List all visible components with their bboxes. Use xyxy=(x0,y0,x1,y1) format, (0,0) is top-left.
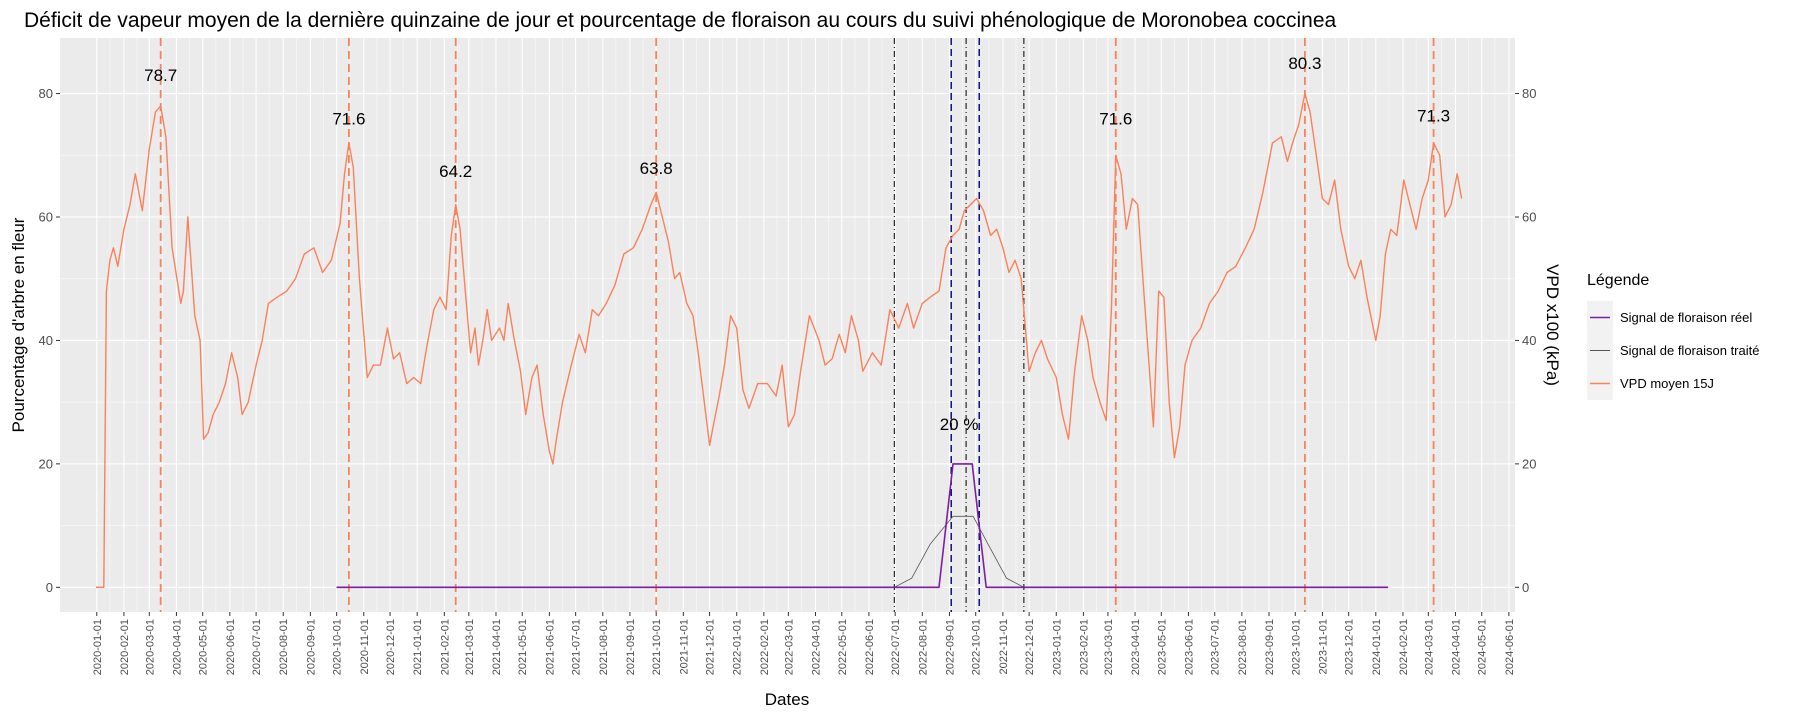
x-tick-label: 2023-06-01 xyxy=(1184,619,1196,675)
peak-value-label: 78.7 xyxy=(144,66,177,85)
x-tick-label: 2021-12-01 xyxy=(705,619,717,675)
x-tick-label: 2023-02-01 xyxy=(1078,619,1090,675)
y-tick-label-right: 60 xyxy=(1522,209,1536,224)
series-lines xyxy=(95,92,1463,589)
flowering-percent-label: 20 % xyxy=(940,415,979,434)
x-tick-label: 2020-10-01 xyxy=(332,619,344,675)
x-tick-label: 2021-02-01 xyxy=(439,619,451,675)
legend: Légende Signal de floraison réel Signal d… xyxy=(1587,272,1759,400)
x-tick-label: 2020-09-01 xyxy=(305,619,317,675)
x-tick-label: 2022-03-01 xyxy=(783,619,795,675)
peak-value-label: 71.6 xyxy=(332,109,365,128)
x-tick-label: 2024-02-01 xyxy=(1398,619,1410,675)
peak-value-label: 63.8 xyxy=(640,159,673,178)
x-tick-label: 2023-03-01 xyxy=(1103,619,1115,675)
y-tick-label-right: 80 xyxy=(1522,86,1536,101)
x-tick-label: 2020-06-01 xyxy=(225,619,237,675)
peak-value-label: 71.3 xyxy=(1417,106,1450,125)
y-tick-label: 80 xyxy=(39,86,53,101)
x-tick-label: 2021-07-01 xyxy=(571,619,583,675)
peak-value-label: 80.3 xyxy=(1288,54,1321,73)
x-tick-label: 2022-02-01 xyxy=(759,619,771,675)
y-tick-label: 20 xyxy=(39,456,53,471)
x-tick-label: 2023-04-01 xyxy=(1130,619,1142,675)
y-axis-title-right: VPD x100 (kPa) xyxy=(1543,264,1562,386)
x-tick-label: 2020-01-01 xyxy=(92,619,104,675)
x-tick-label: 2020-08-01 xyxy=(278,619,290,675)
x-tick-label: 2020-02-01 xyxy=(119,619,131,675)
legend-label: Signal de floraison réel xyxy=(1620,310,1752,325)
chart-title: Déficit de vapeur moyen de la dernière q… xyxy=(24,9,1337,32)
x-tick-label: 2022-01-01 xyxy=(732,619,744,675)
x-tick-label: 2023-01-01 xyxy=(1051,619,1063,675)
x-tick-label: 2021-09-01 xyxy=(625,619,637,675)
y-axis-title-left: Pourcentage d'arbre en fleur xyxy=(9,217,28,432)
y-tick-label: 60 xyxy=(39,209,53,224)
x-tick-label: 2021-03-01 xyxy=(464,619,476,675)
x-tick-label: 2023-08-01 xyxy=(1237,619,1249,675)
peak-value-label: 71.6 xyxy=(1099,109,1132,128)
plot-background xyxy=(60,38,1515,612)
x-tick-label: 2022-10-01 xyxy=(971,619,983,675)
grid-lines xyxy=(60,38,1515,612)
x-tick-label: 2022-09-01 xyxy=(945,619,957,675)
reference-lines xyxy=(159,38,1435,612)
series-line-traite xyxy=(894,515,1025,588)
x-tick-label: 2022-05-01 xyxy=(837,619,849,675)
x-tick-label: 2024-06-01 xyxy=(1504,619,1516,675)
x-tick-label: 2020-11-01 xyxy=(359,619,371,674)
x-tick-label: 2022-06-01 xyxy=(864,619,876,675)
y-tick-label: 0 xyxy=(46,580,53,595)
x-tick-label: 2021-04-01 xyxy=(491,619,503,675)
x-axis-title: Dates xyxy=(765,690,809,709)
x-tick-label: 2024-05-01 xyxy=(1477,619,1489,675)
x-tick-label: 2023-10-01 xyxy=(1290,619,1302,675)
x-tick-label: 2020-12-01 xyxy=(385,619,397,675)
legend-label: VPD moyen 15J xyxy=(1620,376,1714,391)
x-tick-label: 2021-06-01 xyxy=(544,619,556,675)
x-tick-label: 2024-01-01 xyxy=(1371,619,1383,675)
x-tick-label: 2020-05-01 xyxy=(198,619,210,675)
series-line-vpd xyxy=(95,92,1463,588)
x-tick-label: 2022-07-01 xyxy=(890,619,902,675)
axes: 0 0 20 20 40 40 60 60 80 80 2020-01-01 2020-02-01 20… xyxy=(39,86,1537,675)
x-tick-label: 2023-12-01 xyxy=(1344,619,1356,675)
legend-label: Signal de floraison traité xyxy=(1620,343,1759,358)
y-tick-label-right: 40 xyxy=(1522,333,1536,348)
y-tick-label-right: 0 xyxy=(1522,580,1529,595)
x-tick-label: 2020-03-01 xyxy=(144,619,156,675)
y-tick-label: 40 xyxy=(39,333,53,348)
x-tick-label: 2022-04-01 xyxy=(811,619,823,675)
x-tick-label: 2021-11-01 xyxy=(678,619,690,674)
x-tick-label: 2023-07-01 xyxy=(1210,619,1222,675)
y-tick-label-right: 20 xyxy=(1522,456,1536,471)
x-tick-label: 2023-09-01 xyxy=(1264,619,1276,675)
peak-labels: 78.7 71.6 64.2 63.8 71.6 80.3 71.3 20 % xyxy=(144,54,1450,434)
x-tick-label: 2021-05-01 xyxy=(517,619,529,675)
x-tick-label: 2023-11-01 xyxy=(1317,619,1329,674)
x-tick-label: 2021-01-01 xyxy=(412,619,424,675)
x-tick-label: 2021-08-01 xyxy=(598,619,610,675)
x-tick-label: 2022-12-01 xyxy=(1024,619,1036,675)
x-tick-label: 2021-10-01 xyxy=(651,619,663,675)
x-tick-label: 2020-07-01 xyxy=(251,619,263,675)
x-tick-label: 2020-04-01 xyxy=(171,619,183,675)
x-tick-label: 2023-05-01 xyxy=(1156,619,1168,675)
x-tick-label: 2022-08-01 xyxy=(917,619,929,675)
legend-title: Légende xyxy=(1587,272,1649,289)
x-tick-label: 2024-04-01 xyxy=(1451,619,1463,675)
x-tick-label: 2024-03-01 xyxy=(1423,619,1435,675)
x-tick-label: 2022-11-01 xyxy=(998,619,1010,674)
series-line-reel xyxy=(336,463,1389,589)
peak-value-label: 64.2 xyxy=(439,162,472,181)
